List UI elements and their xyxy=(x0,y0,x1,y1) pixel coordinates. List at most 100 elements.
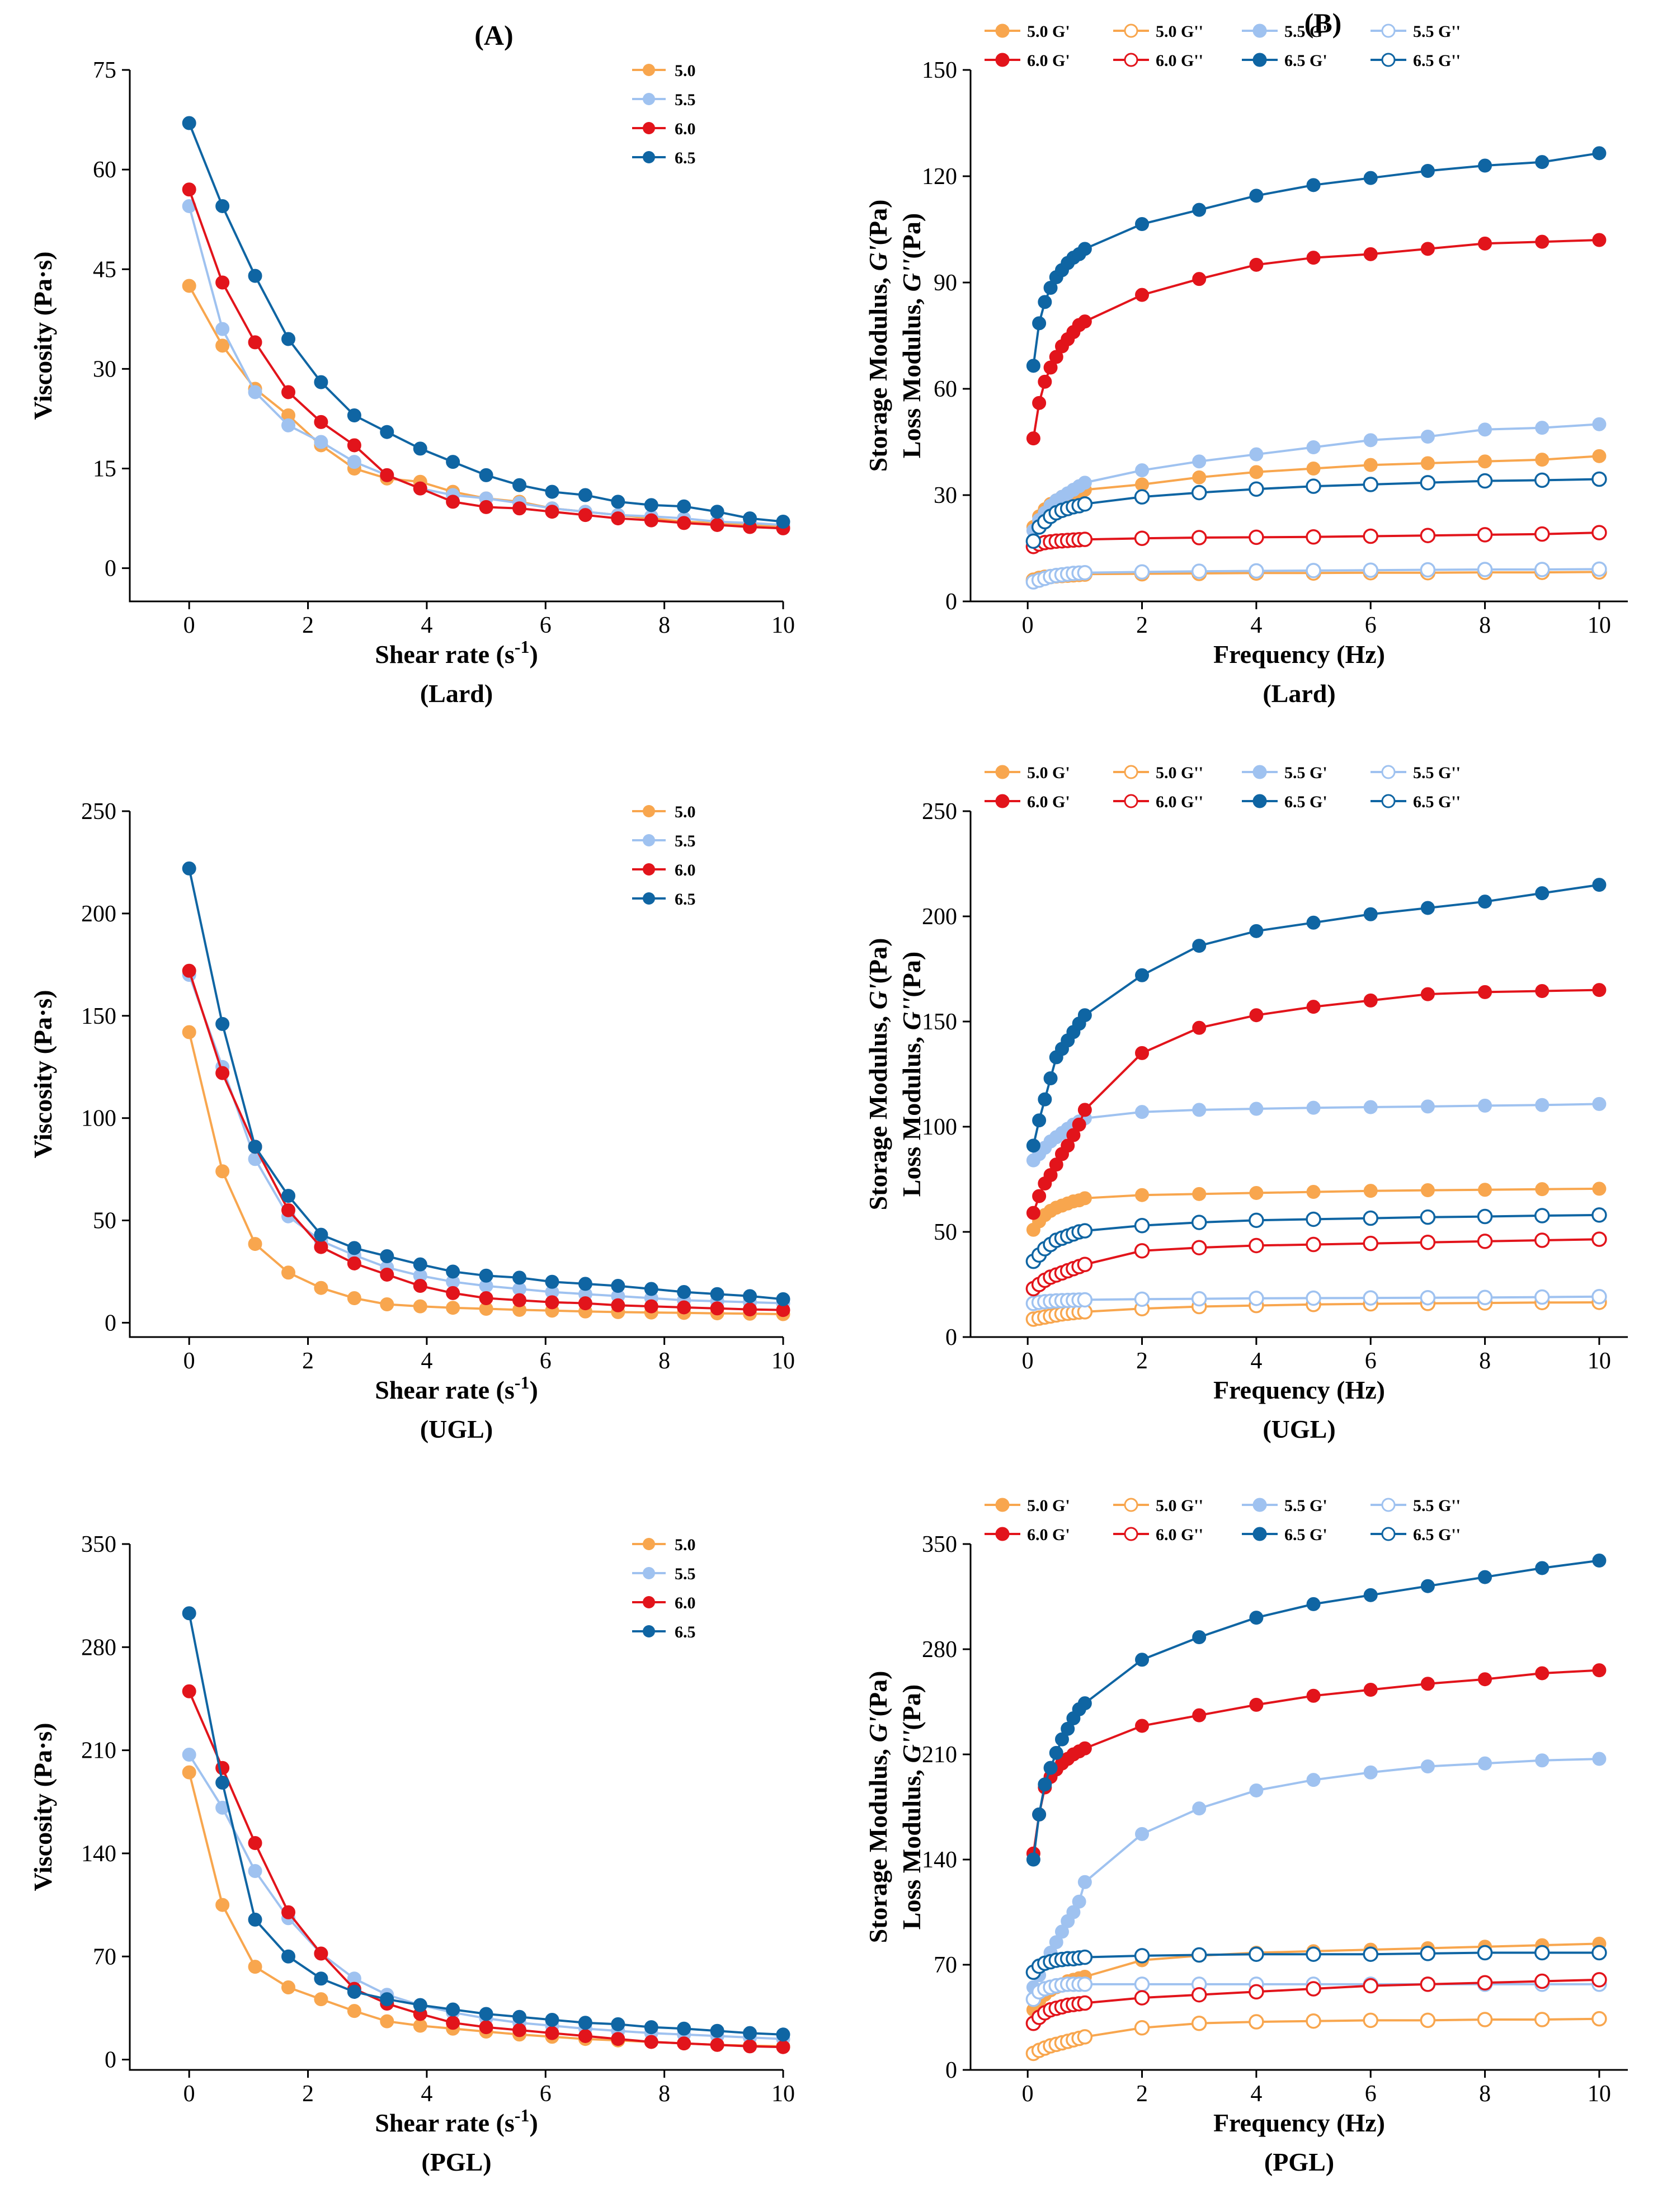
x-tick-label: 0 xyxy=(1022,1348,1034,1374)
data-point xyxy=(1534,2012,1550,2027)
data-point xyxy=(1363,907,1378,921)
data-point xyxy=(1191,1215,1207,1230)
series-6-0G xyxy=(1026,1663,1607,1861)
x-tick-label: 10 xyxy=(1588,1348,1611,1374)
y-tick-label: 210 xyxy=(922,1742,957,1768)
y-axis-label-loss: Loss Modulus, G''(Pa) xyxy=(897,1684,926,1929)
data-point xyxy=(1026,1852,1040,1867)
legend: 5.0 5.5 6.0 6.5 xyxy=(632,1536,696,1641)
data-point xyxy=(1363,1290,1378,1306)
data-point xyxy=(281,1980,296,1995)
legend-label: 5.0 xyxy=(675,1536,696,1554)
data-point xyxy=(413,441,427,456)
data-point xyxy=(281,1905,296,1919)
data-point xyxy=(1478,236,1492,251)
y-tick-label: 60 xyxy=(93,157,116,183)
data-point xyxy=(1306,178,1321,192)
data-point xyxy=(1306,1773,1321,1787)
data-point xyxy=(347,1291,361,1306)
data-point xyxy=(1363,458,1378,472)
x-tick-label: 4 xyxy=(421,613,432,638)
data-point xyxy=(248,1140,262,1154)
legend-swatch-marker xyxy=(1124,1527,1138,1541)
legend-label: 5.5 xyxy=(675,91,696,109)
y-tick-label: 250 xyxy=(81,799,116,825)
data-point xyxy=(1077,1976,1093,1992)
data-point xyxy=(1026,1138,1040,1153)
legend: 5.0 G' 5.0 G'' 5.5 G' 5.5 G'' 6.0 G' 6.0 G'' 6… xyxy=(985,764,1461,811)
data-point xyxy=(1477,1289,1493,1306)
x-tick-label: 4 xyxy=(1250,2081,1262,2107)
x-tick-label: 8 xyxy=(1479,2081,1491,2107)
data-point xyxy=(182,182,196,197)
axes-frame xyxy=(129,811,783,1338)
data-point xyxy=(1077,476,1092,490)
data-point xyxy=(1535,1561,1550,1575)
data-point xyxy=(776,515,790,529)
data-point xyxy=(1363,562,1378,578)
data-point xyxy=(1191,1291,1207,1307)
data-point xyxy=(1032,1189,1047,1203)
series-line xyxy=(1032,239,1599,439)
y-tick-label: 100 xyxy=(922,1114,957,1140)
data-point xyxy=(347,1256,361,1270)
series-5-5G xyxy=(1026,1752,1607,1994)
data-point xyxy=(611,1298,625,1312)
data-point xyxy=(1249,1697,1264,1712)
data-point xyxy=(743,2026,757,2040)
data-point xyxy=(413,1257,427,1272)
x-tick-label: 10 xyxy=(771,2081,795,2107)
data-point xyxy=(347,1984,361,1999)
data-point xyxy=(1535,886,1550,901)
data-point xyxy=(1192,1708,1207,1722)
data-point xyxy=(1592,878,1607,892)
data-point xyxy=(545,1295,559,1310)
series-6-0G xyxy=(1025,525,1607,554)
data-point xyxy=(1025,533,1042,549)
series-6-0 xyxy=(182,1684,790,2054)
data-point xyxy=(1077,1949,1093,1965)
y-tick-label: 30 xyxy=(93,356,116,382)
data-point xyxy=(1363,2012,1378,2029)
data-point xyxy=(1477,2012,1493,2027)
data-point xyxy=(413,1998,427,2012)
data-point xyxy=(380,468,394,482)
data-point xyxy=(215,322,230,336)
legend-swatch-marker xyxy=(643,805,655,817)
x-tick-label: 2 xyxy=(302,1348,314,1374)
data-point xyxy=(1420,1946,1436,1961)
data-point xyxy=(1534,1945,1550,1961)
data-point xyxy=(479,2007,493,2021)
data-point xyxy=(215,1776,230,1790)
series-5-5G xyxy=(1026,417,1607,538)
data-point xyxy=(314,1946,328,1961)
y-axis-label-storage: Storage Modulus, G'(Pa) xyxy=(864,938,892,1211)
data-point xyxy=(1306,251,1321,265)
data-point xyxy=(1477,1975,1493,1990)
x-tick-label: 10 xyxy=(1588,613,1611,638)
chart-subtitle: (Lard) xyxy=(1263,679,1335,708)
chart-2: 0 50 100 150 200 250 0 2 4 6 8 10 Shear rate (s-1) (U… xyxy=(29,799,795,1443)
data-point xyxy=(446,2002,460,2017)
data-point xyxy=(1363,1978,1378,1994)
series-6-5G xyxy=(1025,471,1607,549)
data-point xyxy=(1077,1875,1092,1889)
y-tick-label: 280 xyxy=(81,1635,116,1660)
data-point xyxy=(1072,1117,1086,1132)
data-point xyxy=(1026,431,1040,446)
data-point xyxy=(1306,1290,1321,1306)
x-tick-label: 0 xyxy=(183,2081,195,2107)
legend-swatch-marker xyxy=(1381,23,1396,38)
data-point xyxy=(1363,1765,1378,1780)
data-point xyxy=(1363,1588,1378,1602)
y-tick-label: 0 xyxy=(105,1310,116,1336)
legend-swatch-marker xyxy=(1381,794,1396,808)
x-axis-label: Shear rate (s-1) xyxy=(375,1372,538,1404)
data-point xyxy=(248,385,262,399)
data-point xyxy=(1049,1745,1063,1760)
data-point xyxy=(1363,477,1378,492)
data-point xyxy=(1192,1020,1207,1035)
legend-label: 6.0 xyxy=(675,1594,696,1612)
data-point xyxy=(1077,1191,1092,1206)
legend-swatch-marker xyxy=(643,64,655,76)
